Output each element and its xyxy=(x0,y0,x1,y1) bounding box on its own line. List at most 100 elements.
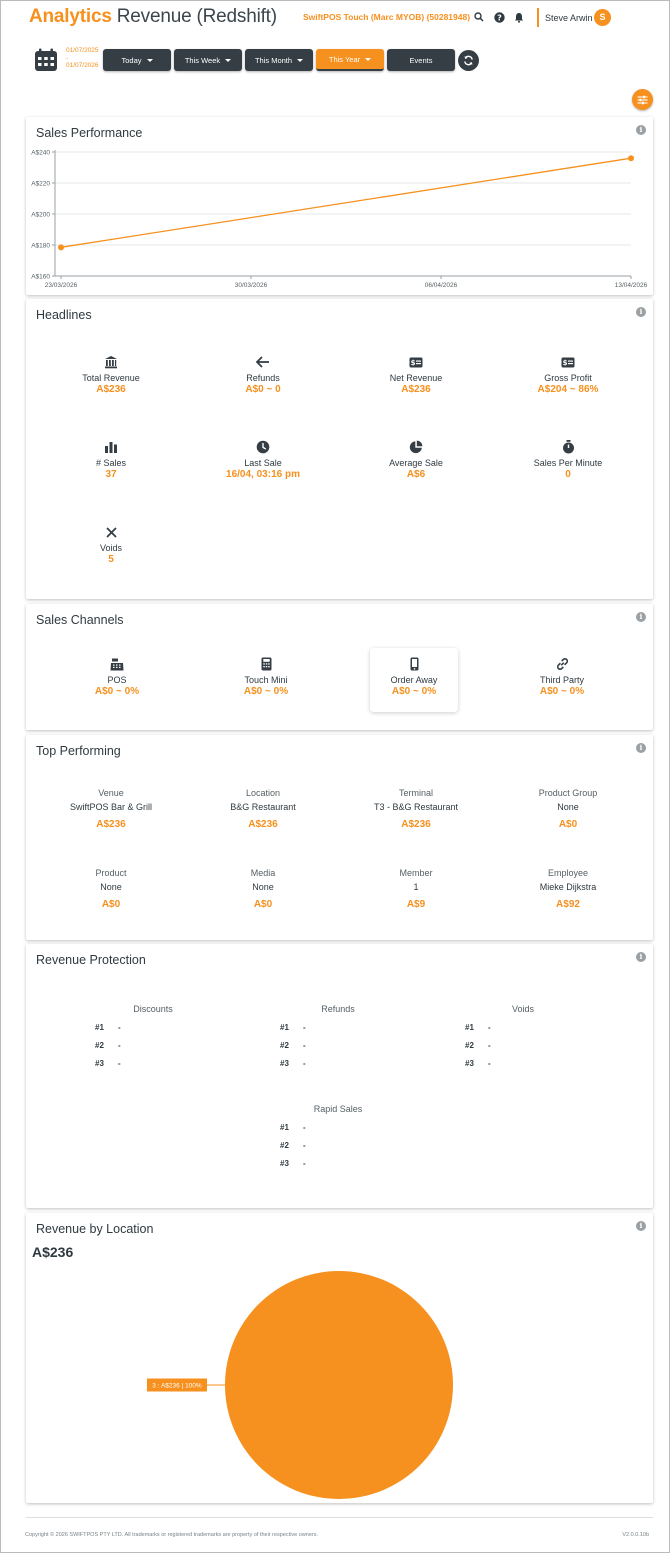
info-icon[interactable]: i xyxy=(636,743,646,753)
card-title: Sales Performance xyxy=(36,126,143,140)
metric-gross-profit[interactable]: $ Gross Profit A$204 ~ 86% xyxy=(493,354,643,395)
top-label: Media xyxy=(250,868,276,878)
metric-total-revenue[interactable]: Total Revenue A$236 xyxy=(36,354,186,395)
list-item: #2- xyxy=(465,1041,491,1050)
top-name: SwiftPOS Bar & Grill xyxy=(69,802,152,812)
user-name[interactable]: Steve Arwin xyxy=(545,13,593,23)
channel-third-party[interactable]: Third Party A$0 ~ 0% xyxy=(487,656,637,697)
top-name: None xyxy=(100,882,122,892)
top-value: A$236 xyxy=(96,819,126,830)
list-item: #3- xyxy=(465,1059,491,1068)
pie-chart-icon xyxy=(341,439,491,455)
metric-voids[interactable]: Voids 5 xyxy=(36,524,186,565)
date-separator: - xyxy=(66,54,69,62)
this-year-button[interactable]: This Year xyxy=(316,49,384,71)
series-line xyxy=(60,157,632,248)
data-point xyxy=(628,155,634,162)
avatar[interactable]: S xyxy=(594,9,611,26)
info-icon[interactable]: i xyxy=(636,952,646,962)
card-title: Revenue by Location xyxy=(36,1222,154,1236)
top-product[interactable]: Product None A$0 xyxy=(36,868,186,910)
calculator-icon xyxy=(191,656,341,672)
protection-rapid-sales[interactable]: Rapid Sales #1- #2- #3- xyxy=(278,1104,398,1177)
y-tick-label: A$240 xyxy=(31,150,50,157)
metric-average-sale[interactable]: Average Sale A$6 xyxy=(341,439,491,480)
top-employee[interactable]: Employee Mieke Dijkstra A$92 xyxy=(493,868,643,910)
page-title: Analytics Revenue (Redshift) xyxy=(29,6,277,27)
pie-slice xyxy=(225,1271,453,1499)
info-icon[interactable]: i xyxy=(636,1221,646,1231)
metric-last-sale[interactable]: Last Sale 16/04, 03:16 pm xyxy=(188,439,338,480)
list-item: #1- xyxy=(465,1023,491,1032)
top-location[interactable]: Location B&G Restaurant A$236 xyxy=(188,788,338,830)
metric-label: Gross Profit xyxy=(544,373,592,383)
this-week-button[interactable]: This Week xyxy=(174,49,242,71)
top-value: A$236 xyxy=(401,819,431,830)
date-from: 01/07/2025 xyxy=(66,47,99,54)
events-button[interactable]: Events xyxy=(387,49,455,71)
calendar-icon[interactable] xyxy=(34,48,58,75)
help-icon[interactable]: ? xyxy=(493,11,505,23)
protection-voids[interactable]: Voids #1- #2- #3- xyxy=(463,1004,583,1077)
list-item: #1- xyxy=(280,1023,306,1032)
data-point xyxy=(58,244,64,251)
date-range[interactable]: 01/07/2025 - 01/07/2026 xyxy=(66,47,99,70)
info-icon[interactable]: i xyxy=(636,125,646,135)
metric-label: # Sales xyxy=(95,458,127,468)
mobile-icon xyxy=(370,656,458,672)
top-media[interactable]: Media None A$0 xyxy=(188,868,338,910)
money-icon: $ xyxy=(341,354,491,370)
protection-discounts[interactable]: Discounts #1- #2- #3- xyxy=(93,1004,213,1077)
top-venue[interactable]: Venue SwiftPOS Bar & Grill A$236 xyxy=(36,788,186,830)
top-value: A$236 xyxy=(248,819,278,830)
bank-icon xyxy=(36,354,186,370)
chevron-down-icon xyxy=(365,57,372,61)
list-item: #3- xyxy=(95,1059,121,1068)
protection-label: Voids xyxy=(511,1004,535,1014)
revenue-by-location-card: Revenue by Location i A$236 3 : A$236 | … xyxy=(26,1213,653,1503)
channel-order-away[interactable]: Order Away A$0 ~ 0% xyxy=(370,648,458,712)
this-month-button[interactable]: This Month xyxy=(245,49,313,71)
bar-chart-icon xyxy=(36,439,186,455)
channel-touch-mini[interactable]: Touch Mini A$0 ~ 0% xyxy=(191,656,341,697)
info-icon[interactable]: i xyxy=(636,307,646,317)
protection-label: Rapid Sales xyxy=(313,1104,363,1114)
refresh-button[interactable] xyxy=(458,50,479,71)
protection-refunds[interactable]: Refunds #1- #2- #3- xyxy=(278,1004,398,1077)
metric-label: Sales Per Minute xyxy=(533,458,603,468)
metric-refunds[interactable]: Refunds A$0 ~ 0 xyxy=(188,354,338,395)
money-icon: $ xyxy=(493,354,643,370)
location-pie-chart: 3 : A$236 | 100% xyxy=(147,1271,453,1499)
today-button[interactable]: Today xyxy=(103,49,171,71)
metric-net-revenue[interactable]: $ Net Revenue A$236 xyxy=(341,354,491,395)
sales-line-chart: A$160 A$180 A$200 A$220 A$240 23/03/2026 30/03… xyxy=(31,150,647,290)
card-title: Top Performing xyxy=(36,744,121,758)
top-name: T3 - B&G Restaurant xyxy=(373,802,459,812)
top-terminal[interactable]: Terminal T3 - B&G Restaurant A$236 xyxy=(341,788,491,830)
top-product-group[interactable]: Product Group None A$0 xyxy=(493,788,643,830)
y-tick-label: A$220 xyxy=(31,181,50,188)
store-selector[interactable]: SwiftPOS Touch (Marc MYOB) (50281948) xyxy=(303,12,471,22)
protection-label: Discounts xyxy=(133,1004,173,1014)
metric-sales-count[interactable]: # Sales 37 xyxy=(36,439,186,480)
list-item: #3- xyxy=(280,1159,306,1168)
list-item: #3- xyxy=(280,1059,306,1068)
metric-value: 0 xyxy=(565,469,571,480)
channel-pos[interactable]: POS A$0 ~ 0% xyxy=(42,656,192,697)
channel-label: Third Party xyxy=(539,675,584,685)
metric-value: 37 xyxy=(105,469,117,480)
link-icon xyxy=(487,656,637,672)
top-label: Product xyxy=(95,868,127,878)
info-icon[interactable]: i xyxy=(636,612,646,622)
top-performing-card: Top Performing i Venue SwiftPOS Bar & Gr… xyxy=(26,735,653,940)
metric-sales-per-minute[interactable]: Sales Per Minute 0 xyxy=(493,439,643,480)
svg-text:$: $ xyxy=(563,359,568,367)
copyright-text: Copyright © 2026 SWIFTPOS PTY LTD. All t… xyxy=(25,1532,319,1538)
search-icon[interactable] xyxy=(473,11,485,23)
bell-icon[interactable] xyxy=(513,11,525,23)
top-label: Location xyxy=(245,788,281,798)
top-value: A$0 xyxy=(558,819,578,830)
filter-button[interactable] xyxy=(632,89,653,110)
top-member[interactable]: Member 1 A$9 xyxy=(341,868,491,910)
sales-channels-card: Sales Channels i POS A$0 ~ 0% Touch Mini… xyxy=(26,604,653,730)
